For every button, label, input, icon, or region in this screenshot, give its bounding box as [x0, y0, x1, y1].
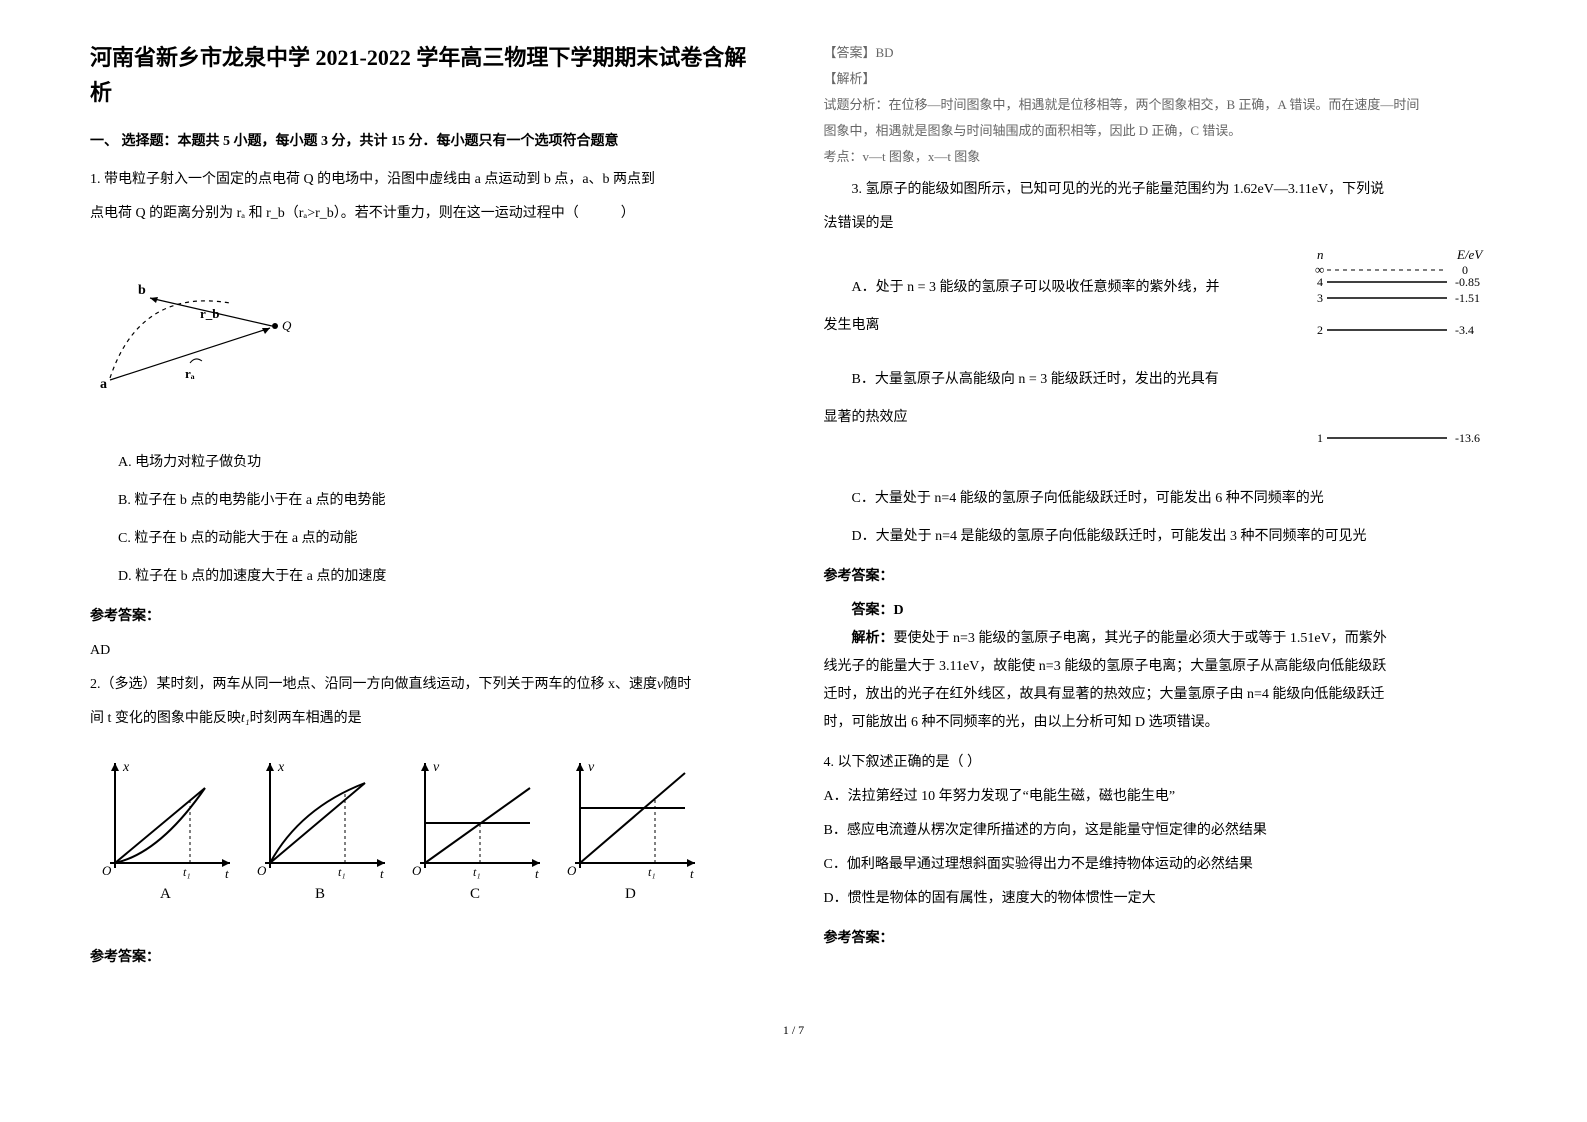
- svg-text:t: t: [690, 866, 694, 881]
- svg-text:n: n: [1317, 247, 1324, 262]
- q2-stem-line1: 2.（多选）某时刻，两车从同一地点、沿同一方向做直线运动，下列关于两车的位移 x…: [90, 671, 764, 699]
- svg-text:1: 1: [1317, 431, 1323, 445]
- svg-text:O: O: [257, 863, 267, 878]
- q2-answer-label: 参考答案：: [90, 944, 764, 972]
- svg-text:t₁: t₁: [183, 865, 191, 879]
- q3-answer: 答案：D: [824, 597, 1498, 625]
- svg-text:b: b: [138, 283, 146, 298]
- svg-text:rₐ: rₐ: [185, 366, 195, 381]
- q1-option-b: B. 粒子在 b 点的电势能小于在 a 点的电势能: [118, 487, 764, 515]
- svg-text:-0.85: -0.85: [1455, 275, 1480, 289]
- q3-option-a2: 发生电离: [824, 312, 1278, 340]
- q1-option-d: D. 粒子在 b 点的加速度大于在 a 点的加速度: [118, 563, 764, 591]
- svg-text:3: 3: [1317, 291, 1323, 305]
- q1-option-c: C. 粒子在 b 点的动能大于在 a 点的动能: [118, 525, 764, 553]
- q4-option-a: A．法拉第经过 10 年努力发现了“电能生磁，磁也能生电”: [824, 783, 1498, 811]
- svg-text:x: x: [122, 760, 130, 775]
- q4-option-d: D．惯性是物体的固有属性，速度大的物体惯性一定大: [824, 885, 1498, 913]
- q2-expl-tag: 【解析】: [824, 66, 1498, 92]
- svg-text:Q: Q: [282, 318, 292, 333]
- q3-expl-4: 时，可能放出 6 种不同频率的光，由以上分析可知 D 选项错误。: [824, 709, 1498, 737]
- section1-heading: 一、 选择题：本题共 5 小题，每小题 3 分，共计 15 分．每小题只有一个选…: [90, 128, 764, 156]
- q3-option-c: C．大量处于 n=4 能级的氢原子向低能级跃迁时，可能发出 6 种不同频率的光: [852, 485, 1498, 513]
- doc-title: 河南省新乡市龙泉中学 2021-2022 学年高三物理下学期期末试卷含解析: [90, 40, 764, 110]
- svg-text:x: x: [277, 760, 285, 775]
- svg-text:-3.4: -3.4: [1455, 323, 1474, 337]
- svg-text:2: 2: [1317, 323, 1323, 337]
- svg-text:t₁: t₁: [473, 865, 481, 879]
- q3-stem-2: 法错误的是: [824, 210, 1498, 238]
- svg-text:t₁: t₁: [338, 865, 346, 879]
- svg-text:E/eV: E/eV: [1456, 247, 1484, 262]
- svg-text:t: t: [225, 866, 229, 881]
- svg-text:-13.6: -13.6: [1455, 431, 1480, 445]
- q3-option-a1: A．处于 n = 3 能级的氢原子可以吸收任意频率的紫外线，并: [852, 274, 1278, 302]
- q4-option-b: B．感应电流遵从楞次定律所描述的方向，这是能量守恒定律的必然结果: [824, 817, 1498, 845]
- q4-stem: 4. 以下叙述正确的是（ ）: [824, 749, 1498, 777]
- svg-text:4: 4: [1317, 275, 1323, 289]
- svg-text:t: t: [535, 866, 539, 881]
- svg-text:O: O: [412, 863, 422, 878]
- q1-stem-line1: 1. 带电粒子射入一个固定的点电荷 Q 的电场中，沿图中虚线由 a 点运动到 b…: [90, 166, 764, 194]
- page-number: 1 / 7: [90, 1018, 1497, 1042]
- q4-answer-label: 参考答案：: [824, 925, 1498, 953]
- q2-expl-3: 考点：v—t 图象，x—t 图象: [824, 144, 1498, 170]
- svg-text:B: B: [315, 886, 325, 902]
- q4-option-c: C．伽利略最早通过理想斜面实验得出力不是维持物体运动的必然结果: [824, 851, 1498, 879]
- svg-text:r_b: r_b: [200, 306, 220, 321]
- svg-text:a: a: [100, 377, 107, 392]
- q1-figure: Q b a r_b rₐ: [90, 248, 764, 419]
- svg-text:-1.51: -1.51: [1455, 291, 1480, 305]
- q1-answer-label: 参考答案：: [90, 603, 764, 631]
- q3-option-b2: 显著的热效应: [824, 404, 1278, 432]
- q1-answer: AD: [90, 637, 764, 665]
- q2-expl-2: 图象中，相遇就是图象与时间轴围成的面积相等，因此 D 正确，C 错误。: [824, 118, 1498, 144]
- svg-text:O: O: [567, 863, 577, 878]
- svg-text:t: t: [380, 866, 384, 881]
- q3-expl-3: 迁时，放出的光子在红外线区，故具有显著的热效应；大量氢原子由 n=4 能级向低能…: [824, 681, 1498, 709]
- q3-answer-label: 参考答案：: [824, 563, 1498, 591]
- q3-option-b1: B．大量氢原子从高能级向 n = 3 能级跃迁时，发出的光具有: [852, 366, 1278, 394]
- q2-answer-tag: 【答案】BD: [824, 40, 1498, 66]
- q1-stem-line2: 点电荷 Q 的距离分别为 rₐ 和 r_b（rₐ>r_b）。若不计重力，则在这一…: [90, 200, 764, 228]
- q3-expl-2: 线光子的能量大于 3.11eV，故能使 n=3 能级的氢原子电离；大量氢原子从高…: [824, 653, 1498, 681]
- q3-stem-1: 3. 氢原子的能级如图所示，已知可见的光的光子能量范围约为 1.62eV—3.1…: [824, 176, 1498, 204]
- q2-expl-1: 试题分析：在位移—时间图象中，相遇就是位移相等，两个图象相交，B 正确，A 错误…: [824, 92, 1498, 118]
- q2-figure: x O t t₁ A x O t: [90, 753, 764, 914]
- svg-text:v: v: [588, 760, 595, 775]
- svg-text:v: v: [433, 760, 440, 775]
- svg-text:C: C: [470, 886, 480, 902]
- q1-option-a: A. 电场力对粒子做负功: [118, 449, 764, 477]
- q3-expl-1: 解析：要使处于 n=3 能级的氢原子电离，其光子的能量必须大于或等于 1.51e…: [824, 625, 1498, 653]
- q3-option-d: D．大量处于 n=4 是能级的氢原子向低能级跃迁时，可能发出 3 种不同频率的可…: [852, 523, 1498, 551]
- q2-stem-line2: 间 t 变化的图象中能反映t₁时刻两车相遇的是: [90, 705, 764, 733]
- q3-energy-diagram: n E/eV ∞ 0 4 -0.85 3 -1.51 2: [1297, 244, 1497, 475]
- svg-text:O: O: [102, 863, 112, 878]
- svg-text:t₁: t₁: [648, 865, 656, 879]
- svg-text:D: D: [625, 886, 636, 902]
- svg-text:A: A: [160, 886, 171, 902]
